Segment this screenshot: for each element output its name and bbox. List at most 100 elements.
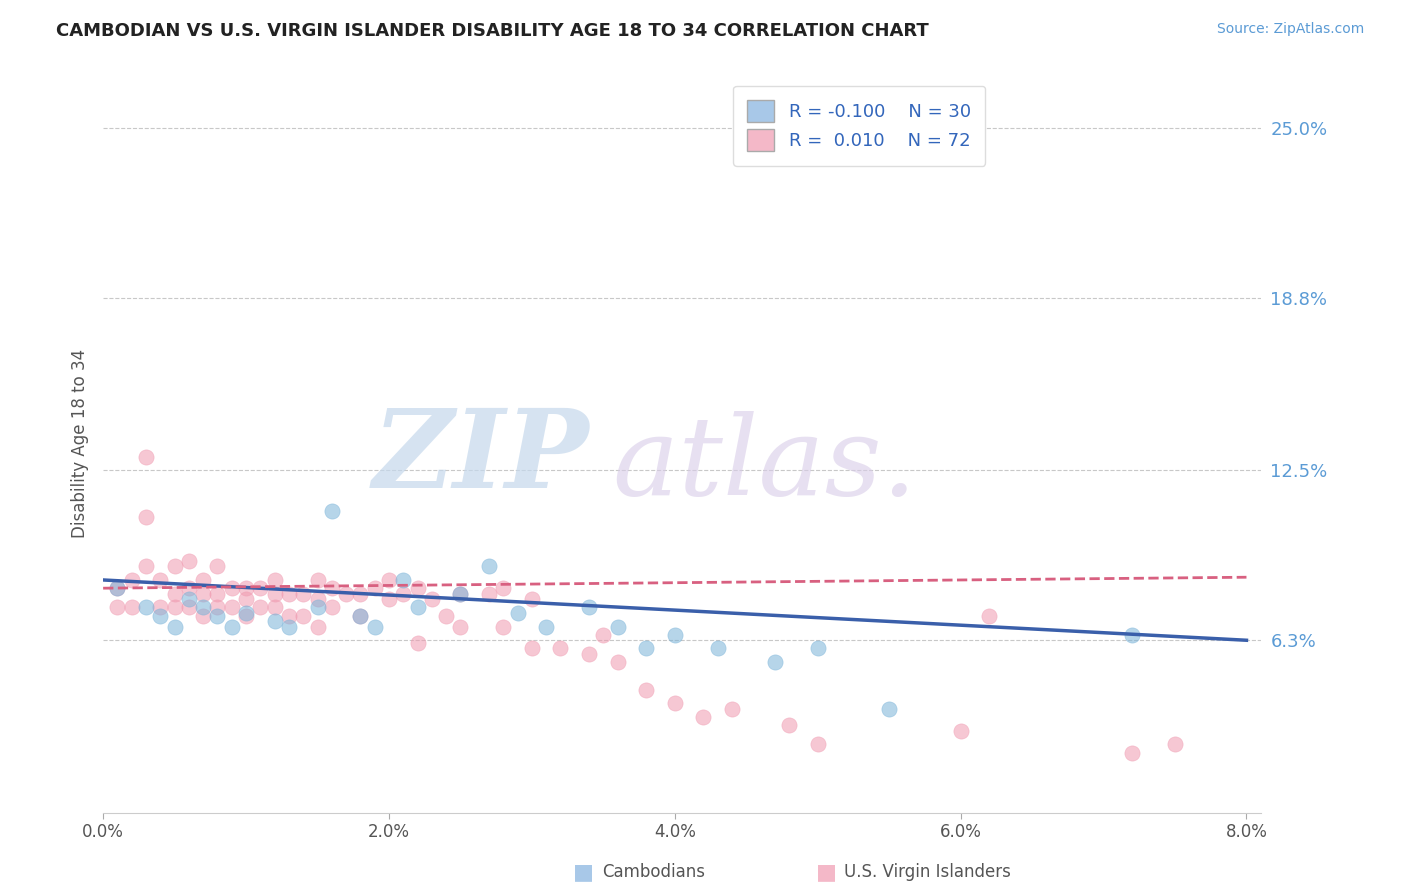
Point [193,608,215,623]
Point [307,600,329,615]
Point [335,587,357,601]
Point [706,641,728,656]
Point [107,581,129,595]
Point [107,600,129,615]
Point [149,608,172,623]
Text: ■: ■ [817,863,837,882]
Point [235,581,257,595]
Point [492,581,515,595]
Point [449,587,471,601]
Point [363,581,385,595]
Point [221,600,243,615]
Point [235,606,257,620]
Point [221,619,243,633]
Point [193,573,215,587]
Point [578,600,600,615]
Point [534,619,557,633]
Point [121,600,143,615]
Point [321,504,343,518]
Point [207,600,229,615]
Point [193,587,215,601]
Point [550,641,572,656]
Point [520,641,543,656]
Point [778,718,800,732]
Point [392,573,415,587]
Point [292,608,315,623]
Point [207,587,229,601]
Point [349,608,371,623]
Point [263,600,285,615]
Point [636,682,658,697]
Point [979,608,1001,623]
Point [520,592,543,607]
Point [478,587,501,601]
Point [406,581,429,595]
Point [877,702,900,716]
Text: ZIP: ZIP [373,404,589,511]
Point [163,587,186,601]
Point [636,641,658,656]
Point [606,655,628,669]
Point [249,600,271,615]
Point [478,559,501,574]
Legend: R = -0.100    N = 30, R =  0.010    N = 72: R = -0.100 N = 30, R = 0.010 N = 72 [733,86,986,166]
Point [807,738,830,752]
Point [349,587,371,601]
Point [177,581,200,595]
Point [193,600,215,615]
Point [506,606,529,620]
Point [292,587,315,601]
Text: atlas.: atlas. [613,411,918,519]
Point [221,581,243,595]
Text: Cambodians: Cambodians [602,863,704,881]
Point [107,581,129,595]
Point [378,592,401,607]
Point [207,608,229,623]
Point [163,619,186,633]
Point [449,587,471,601]
Point [664,696,686,710]
Point [592,628,614,642]
Point [177,554,200,568]
Point [235,608,257,623]
Point [578,647,600,661]
Point [1121,628,1143,642]
Point [378,573,401,587]
Point [949,723,972,738]
Point [149,600,172,615]
Point [249,581,271,595]
Point [606,619,628,633]
Point [763,655,786,669]
Point [135,559,157,574]
Point [420,592,443,607]
Point [321,600,343,615]
Point [277,608,299,623]
Point [1164,738,1187,752]
Point [392,587,415,601]
Point [263,587,285,601]
Point [135,450,157,464]
Point [135,600,157,615]
Point [692,710,714,724]
Point [121,573,143,587]
Point [363,619,385,633]
Point [163,600,186,615]
Point [349,608,371,623]
Point [807,641,830,656]
Point [163,559,186,574]
Point [235,592,257,607]
Text: U.S. Virgin Islanders: U.S. Virgin Islanders [844,863,1011,881]
Point [263,614,285,628]
Point [664,628,686,642]
Point [449,619,471,633]
Point [406,600,429,615]
Point [492,619,515,633]
Point [1121,746,1143,760]
Text: CAMBODIAN VS U.S. VIRGIN ISLANDER DISABILITY AGE 18 TO 34 CORRELATION CHART: CAMBODIAN VS U.S. VIRGIN ISLANDER DISABI… [56,22,929,40]
Point [307,573,329,587]
Point [434,608,457,623]
Point [149,573,172,587]
Point [406,636,429,650]
Point [277,619,299,633]
Text: ■: ■ [574,863,593,882]
